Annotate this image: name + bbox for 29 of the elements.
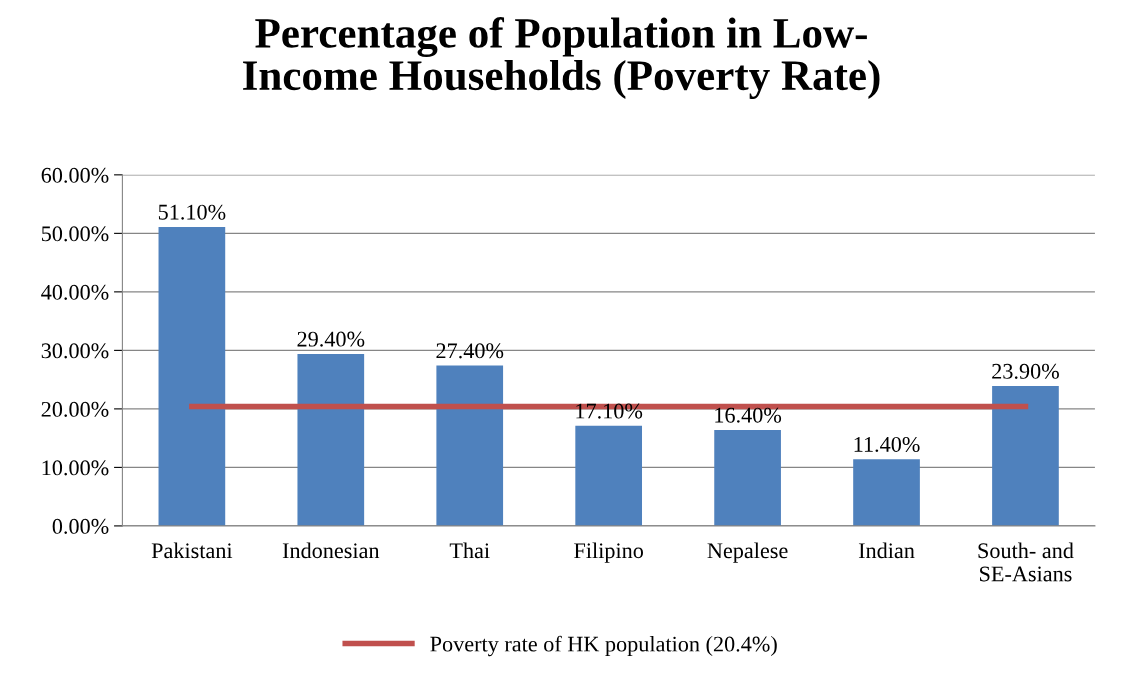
y-tick-label: 30.00%: [41, 343, 109, 359]
x-tick-label: South- and SE-Asians: [978, 542, 1074, 582]
chart-title: Percentage of Population in Low- Income Households (Poverty Rate): [243, 17, 880, 100]
bar: [714, 429, 781, 526]
y-tick-label: 50.00%: [41, 226, 109, 242]
y-tick-label: 10.00%: [42, 460, 109, 476]
x-tick-label: Indonesian: [282, 542, 380, 559]
x-tick-label: Nepalese: [707, 542, 788, 563]
bar: [575, 425, 643, 526]
bar: [158, 226, 226, 526]
data-label: 23.90%: [992, 363, 1059, 379]
y-tick-label: 60.00%: [41, 167, 109, 183]
y-tick-label: 20.00%: [41, 401, 109, 417]
x-tick-label: Indian: [858, 542, 915, 559]
data-label: 16.40%: [715, 407, 782, 423]
data-label: 51.10%: [158, 204, 226, 220]
x-tick-label: Thai: [449, 542, 490, 559]
y-tick-label: 0.00%: [52, 518, 109, 534]
data-label: 27.40%: [436, 343, 504, 359]
legend-label: Poverty rate of HK population (20.4%): [430, 635, 777, 657]
bar: [436, 365, 504, 526]
data-label: 11.40%: [854, 436, 920, 453]
x-tick-label: Pakistani: [151, 542, 233, 559]
x-tick-label: Filipino: [574, 542, 644, 563]
data-label: 29.40%: [297, 331, 365, 347]
y-tick-label: 40.00%: [41, 284, 109, 300]
bar: [853, 459, 920, 526]
bar: [297, 353, 365, 526]
bar: [992, 386, 1059, 526]
